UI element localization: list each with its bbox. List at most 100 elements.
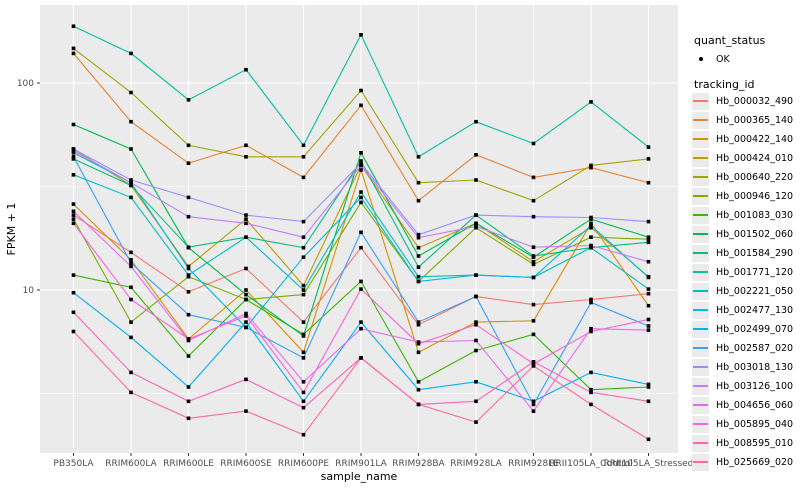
x-tick-label: RRIM928LA xyxy=(450,459,502,469)
data-point xyxy=(129,178,133,182)
data-point xyxy=(71,213,76,217)
data-point xyxy=(359,279,363,284)
data-point xyxy=(186,416,191,421)
data-point xyxy=(589,300,593,305)
legend-line-swatch xyxy=(692,453,709,471)
data-point xyxy=(416,155,421,159)
data-point xyxy=(186,312,191,317)
data-point xyxy=(531,360,536,364)
legend-line-swatch xyxy=(692,320,709,338)
data-point xyxy=(416,254,421,258)
data-point xyxy=(474,399,478,404)
data-point xyxy=(646,275,651,280)
data-point xyxy=(646,328,651,332)
data-point xyxy=(589,390,593,395)
data-point xyxy=(186,290,191,294)
data-point xyxy=(589,387,593,392)
data-point xyxy=(244,377,248,382)
legend: quant_status OK tracking_id Hb_000032_49… xyxy=(692,0,800,500)
data-point xyxy=(186,337,191,341)
x-tick-label: PB350LA xyxy=(53,459,94,469)
data-point xyxy=(646,287,651,291)
data-point xyxy=(71,329,76,334)
legend-item-Hb_002477_130: Hb_002477_130 xyxy=(692,301,800,320)
x-tick-label: RRIM600PE xyxy=(278,459,330,469)
data-point xyxy=(589,297,593,302)
data-point xyxy=(244,221,248,226)
data-point xyxy=(71,221,76,226)
data-point xyxy=(531,362,536,366)
data-point xyxy=(474,348,478,353)
data-point xyxy=(129,320,133,324)
legend-label: Hb_000424_010 xyxy=(716,152,794,164)
data-point xyxy=(646,145,651,149)
data-point xyxy=(71,217,76,221)
data-point xyxy=(646,324,651,328)
data-point xyxy=(71,147,76,151)
data-point xyxy=(301,155,306,159)
data-point xyxy=(589,370,593,375)
data-point xyxy=(589,223,593,228)
data-point xyxy=(186,245,191,249)
data-point xyxy=(589,326,593,331)
data-point xyxy=(474,294,478,299)
data-point xyxy=(359,103,363,108)
data-point xyxy=(71,310,76,315)
data-point xyxy=(531,275,536,280)
data-point xyxy=(589,215,593,220)
data-point xyxy=(301,283,306,288)
data-point xyxy=(129,51,133,56)
data-point xyxy=(359,168,363,172)
data-point xyxy=(589,100,593,104)
legend-line-swatch xyxy=(692,111,709,129)
data-point xyxy=(589,402,593,407)
data-point xyxy=(186,195,191,200)
data-point xyxy=(129,119,133,124)
data-point xyxy=(129,297,133,302)
data-point xyxy=(129,195,133,200)
data-point xyxy=(474,153,478,157)
data-point xyxy=(301,292,306,297)
legend-line-swatch xyxy=(692,149,709,167)
data-point xyxy=(129,147,133,151)
legend-item-Hb_002221_050: Hb_002221_050 xyxy=(692,282,800,301)
data-point xyxy=(186,264,191,269)
data-point xyxy=(71,46,76,51)
legend-line-swatch xyxy=(692,168,709,186)
legend-line-swatch xyxy=(692,396,709,414)
legend-item-Hb_002499_070: Hb_002499_070 xyxy=(692,320,800,339)
data-point xyxy=(646,237,651,241)
data-point xyxy=(531,399,536,404)
data-point xyxy=(71,209,76,214)
data-point xyxy=(359,356,363,360)
legend-line-swatch xyxy=(692,282,709,300)
data-point xyxy=(531,332,536,337)
y-tick-label: 100 xyxy=(17,79,34,89)
legend-label: Hb_000422_140 xyxy=(716,133,794,145)
legend-label: OK xyxy=(716,54,730,65)
data-point xyxy=(474,213,478,217)
data-point xyxy=(186,273,191,277)
data-point xyxy=(359,161,363,165)
data-point xyxy=(359,151,363,155)
legend-label: Hb_000640_220 xyxy=(716,171,794,183)
x-tick-label: RRIM600LA xyxy=(105,459,157,469)
data-point xyxy=(359,88,363,93)
data-point xyxy=(186,399,191,404)
data-point xyxy=(244,314,248,318)
data-point xyxy=(474,420,478,424)
data-point xyxy=(244,288,248,292)
data-point xyxy=(244,217,248,221)
data-point xyxy=(301,245,306,250)
data-point xyxy=(531,245,536,249)
data-point xyxy=(531,175,536,180)
data-point xyxy=(646,437,651,442)
x-tick-label: RRIM600LE xyxy=(163,459,214,469)
data-point xyxy=(71,122,76,127)
legend-item-Hb_001502_060: Hb_001502_060 xyxy=(692,225,800,244)
data-point xyxy=(589,163,593,168)
data-point xyxy=(359,33,363,37)
data-point xyxy=(301,334,306,338)
data-point xyxy=(474,320,478,324)
data-point xyxy=(416,402,421,407)
